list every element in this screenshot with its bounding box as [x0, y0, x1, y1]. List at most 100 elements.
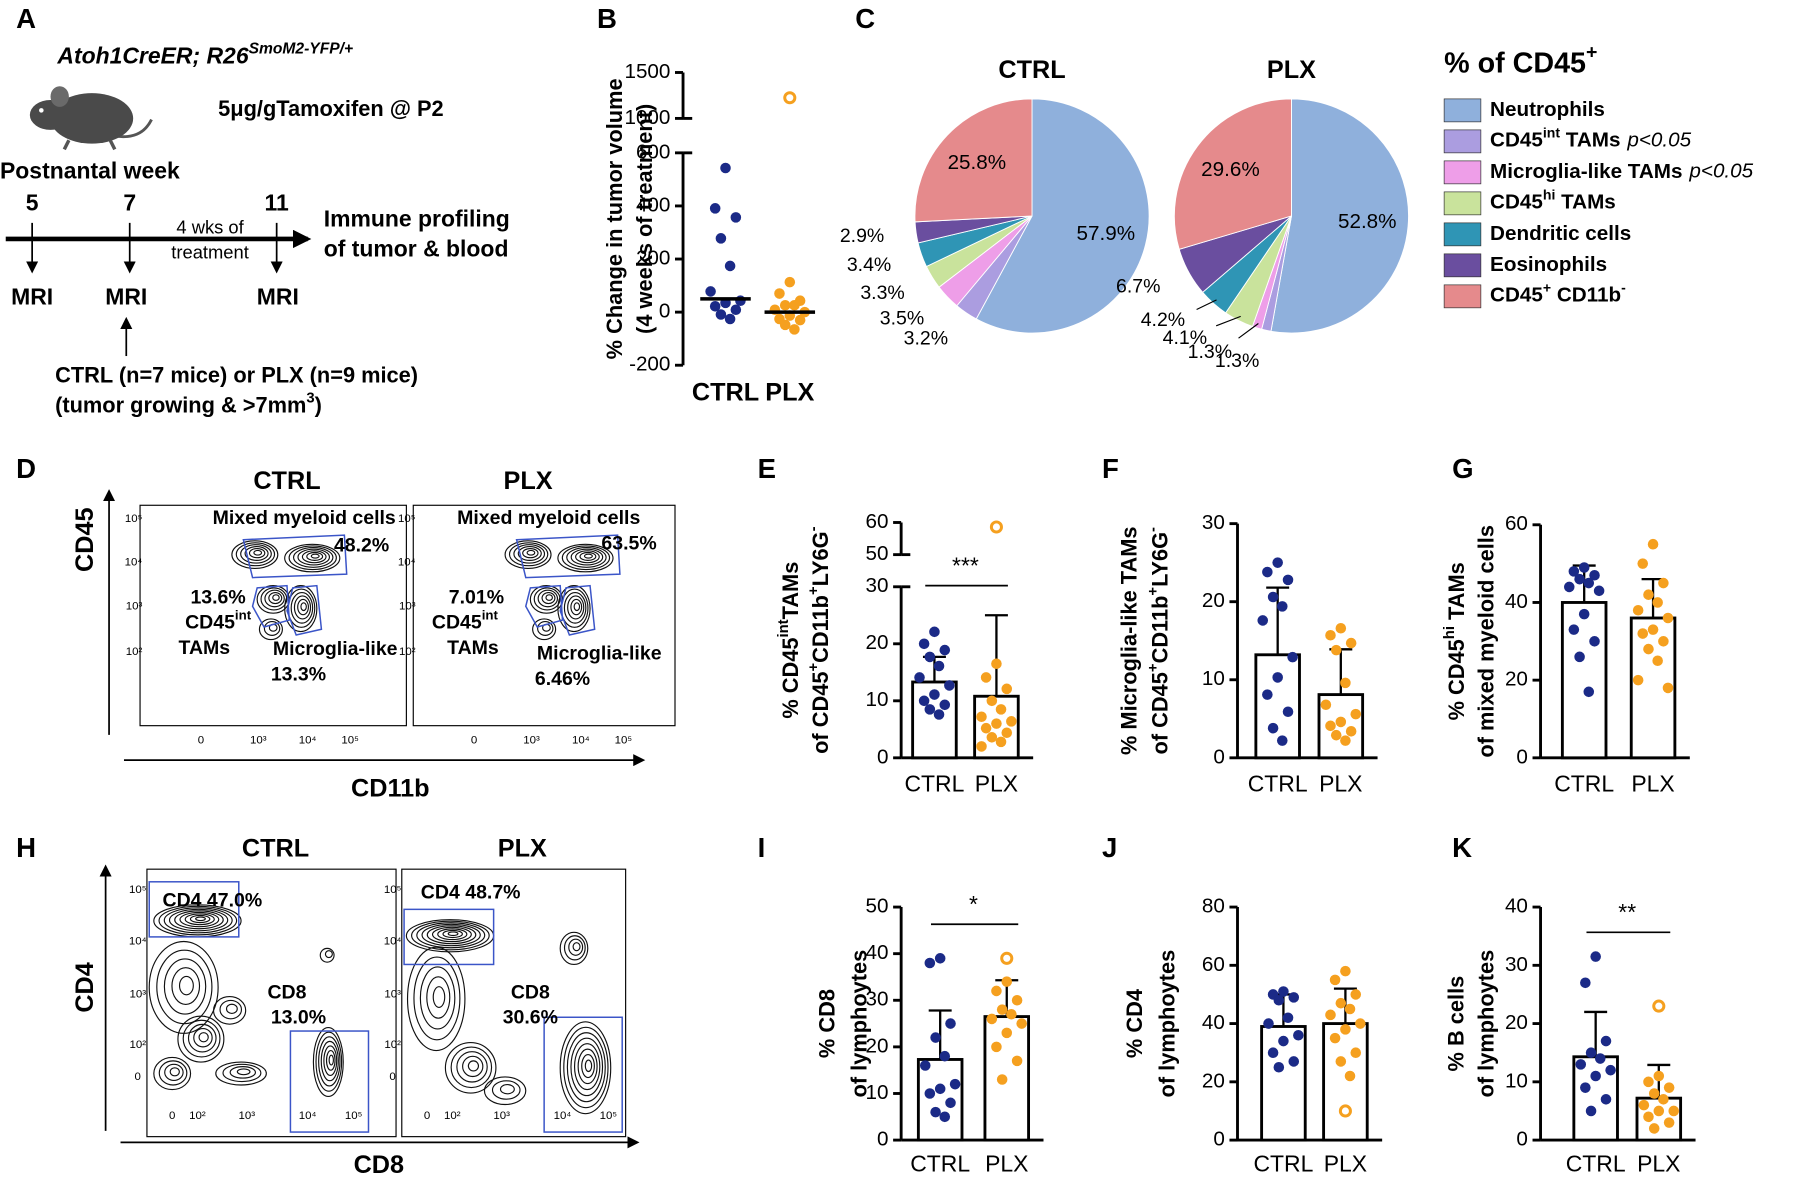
text-part: CD45 [432, 612, 482, 634]
legend-label: Dendritic cells [1490, 222, 1631, 245]
gate-value: 6.46% [535, 668, 590, 690]
data-point [991, 985, 1002, 997]
contour [301, 550, 327, 564]
y-tick-label: 10 [1505, 1069, 1528, 1092]
y-axis-label: of lymphoytes [847, 950, 872, 1098]
contour [312, 1027, 344, 1098]
leader-line [1238, 323, 1259, 339]
contour [195, 916, 206, 922]
data-point [1282, 706, 1294, 718]
data-point [933, 660, 945, 672]
data-point [1643, 589, 1654, 600]
flow-tick-label: 10² [399, 646, 416, 658]
text-part: hi [1442, 626, 1458, 639]
contour [244, 546, 269, 561]
contour [318, 1036, 341, 1087]
treatment: 4 wks of [176, 216, 244, 237]
y-tick-label: 0 [1516, 1128, 1528, 1151]
legend-label: CD45int TAMs p<0.05 [1490, 124, 1692, 152]
flow-tick-label: 10³ [523, 735, 540, 747]
panel-label: G [1452, 453, 1473, 484]
text-part: 3 [306, 390, 314, 406]
legend-label: CD45hi TAMs [1490, 186, 1616, 214]
axis-title: CD8 [354, 1151, 405, 1177]
data-point [939, 699, 951, 711]
contour-plot [504, 540, 614, 641]
value-label: 3.2% [904, 328, 948, 350]
contour [164, 1063, 184, 1081]
contour [426, 925, 477, 945]
legend-swatch [1443, 129, 1482, 154]
data-point [1340, 677, 1351, 689]
gate [242, 534, 348, 579]
contour [584, 1059, 593, 1073]
data-point [1276, 601, 1288, 612]
data-point [1287, 651, 1298, 663]
data-point [1637, 558, 1649, 569]
data-point [1329, 1032, 1341, 1044]
y-tick-label: -200 [629, 353, 670, 376]
y-tick-label: 40 [1505, 895, 1528, 918]
contour [419, 966, 456, 1030]
y-tick-label: 40 [866, 941, 889, 964]
flow-tick-label: 10⁵ [341, 735, 359, 747]
value-label: 3.5% [880, 307, 924, 329]
contour [411, 920, 490, 951]
data-point [730, 304, 742, 316]
contour [293, 595, 312, 620]
data-point [1350, 708, 1362, 720]
data-point [918, 695, 930, 707]
y-tick-label: 10 [866, 688, 889, 711]
data-point [730, 212, 742, 223]
contour [573, 602, 581, 612]
text-part: TAMs [778, 562, 803, 620]
data-point [789, 299, 800, 311]
contour [508, 542, 549, 567]
flow-tick-label: 0 [169, 1110, 175, 1122]
text-part: + [1586, 42, 1597, 64]
data-point [1001, 683, 1013, 695]
gate-label: CD45int [185, 608, 252, 634]
gate-value: 13.0% [271, 1007, 326, 1029]
bar [1560, 601, 1608, 760]
y-tick-label: 40 [1202, 1011, 1225, 1034]
value-label: 1.3% [1188, 341, 1232, 363]
text-part: hi [1543, 186, 1555, 202]
contour [178, 975, 194, 996]
pie-title: CTRL [998, 56, 1065, 84]
contour [158, 1060, 188, 1086]
gate [286, 584, 323, 636]
significance: ** [1618, 899, 1636, 925]
y-axis-label: % CD8 [815, 989, 840, 1058]
contour [499, 1084, 515, 1095]
contour [575, 550, 600, 564]
contour [324, 950, 333, 959]
flow-tick-label: 10⁵ [345, 1110, 363, 1122]
week: 7 [123, 190, 136, 216]
flow-tick-label: 0 [198, 735, 204, 747]
timeline-label: Postnantal week [0, 157, 180, 183]
data-point [980, 672, 992, 683]
text-part: LY6G [1148, 532, 1173, 587]
data-point [934, 953, 946, 964]
flow-tick-label: 10⁴ [398, 557, 416, 569]
gate [403, 908, 495, 966]
contour [577, 1048, 598, 1085]
y-tick-label: 20 [1202, 589, 1225, 612]
text-part: Atoh1CreER; R26 [56, 43, 248, 69]
contour [240, 544, 272, 564]
legend-note: p<0.05 [1688, 160, 1753, 183]
contour [566, 547, 607, 568]
data-point [986, 732, 998, 743]
y-tick-label: 30 [1505, 953, 1528, 976]
legend-label: CD45+ CD11b- [1490, 279, 1626, 307]
leader-line [1215, 315, 1241, 327]
data-point [1011, 994, 1023, 1006]
flow-tick-label: 0 [424, 1110, 430, 1122]
data-point [784, 276, 796, 288]
data-point [1600, 1035, 1612, 1047]
contour [263, 621, 281, 636]
y-tick-label: 600 [636, 140, 670, 163]
legend-label: Neutrophils [1490, 98, 1605, 121]
y-tick-label: 60 [1202, 953, 1225, 976]
